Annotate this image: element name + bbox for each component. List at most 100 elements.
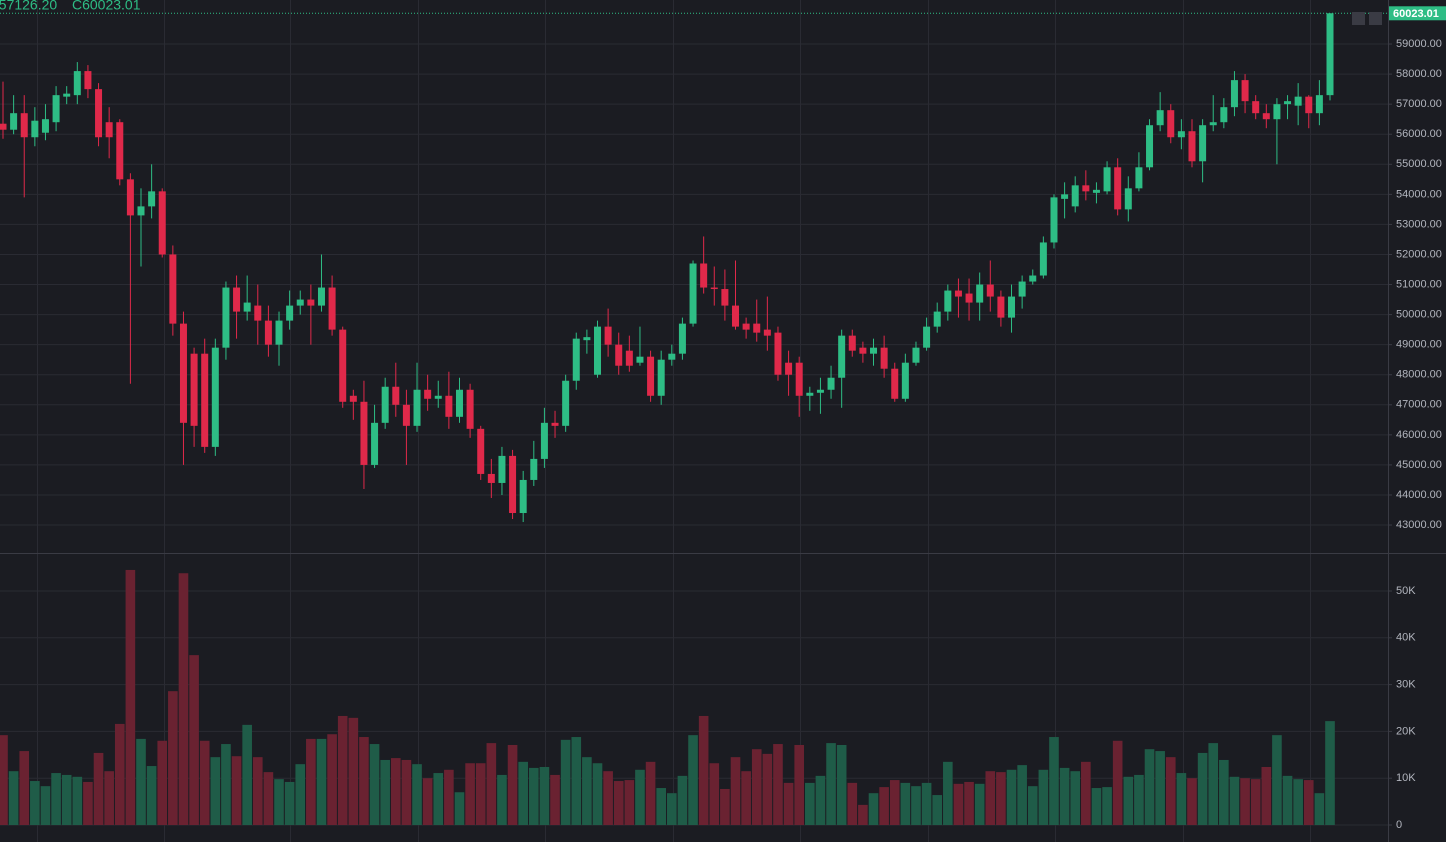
candle-body <box>1262 113 1270 120</box>
volume-bar <box>996 772 1006 826</box>
legend-low: L57126.20 <box>0 0 57 13</box>
y-tick-label: 47000.00 <box>1396 399 1442 411</box>
candle-body <box>381 386 389 423</box>
candle-body <box>20 113 28 138</box>
volume-bar <box>900 782 911 826</box>
volume-bar <box>454 792 465 826</box>
candle-body <box>1103 167 1111 192</box>
volume-bar <box>783 782 794 826</box>
candle-body <box>710 287 718 290</box>
candle-body <box>73 71 81 96</box>
candle-body <box>211 347 219 447</box>
volume-bar <box>794 744 805 826</box>
volume-bar <box>1303 780 1314 826</box>
y-tick-label: 30K <box>1396 679 1416 691</box>
candle-body <box>148 191 156 207</box>
volume-bar <box>284 781 295 826</box>
candle-body <box>678 323 686 354</box>
volume-bar <box>401 759 412 826</box>
y-tick-label: 57000.00 <box>1396 98 1442 110</box>
volume-bar <box>380 759 390 826</box>
candle-body <box>392 386 400 405</box>
y-tick-label: 56000.00 <box>1396 128 1442 140</box>
candle-body <box>137 206 145 216</box>
candle-body <box>583 337 591 341</box>
volume-bar <box>1134 774 1144 826</box>
volume-bar <box>667 793 677 826</box>
volume-bar <box>624 780 635 826</box>
candle-body <box>222 287 230 348</box>
candle-body <box>487 473 495 483</box>
candle-body <box>296 299 304 306</box>
volume-bar <box>369 744 380 826</box>
volume-bar <box>592 763 603 826</box>
pane-button[interactable] <box>1369 12 1382 25</box>
candle-body <box>286 305 294 321</box>
y-tick-label: 53000.00 <box>1396 218 1442 230</box>
candle-body <box>158 191 166 255</box>
candle-body <box>0 123 7 130</box>
volume-bar <box>1081 761 1091 826</box>
candle-body <box>562 380 570 426</box>
y-tick-label: 43000.00 <box>1396 519 1442 531</box>
volume-bar <box>168 691 178 826</box>
candle-body <box>1114 167 1122 210</box>
volume-bar <box>1187 778 1197 826</box>
candle-body <box>944 290 952 312</box>
volume-bar <box>1325 721 1335 826</box>
candle-body <box>1050 197 1058 243</box>
volume-bar <box>1282 775 1293 826</box>
volume-bar <box>444 769 454 826</box>
candle-body <box>530 458 538 480</box>
volume-bar <box>1314 793 1325 826</box>
candle-body <box>615 344 623 366</box>
candle-body <box>307 299 315 306</box>
candle-body <box>84 71 92 90</box>
candle-body <box>1008 296 1016 318</box>
candle-body <box>976 284 984 303</box>
volume-bar <box>306 738 316 826</box>
candle-body <box>1135 167 1143 189</box>
candle-body <box>933 311 941 327</box>
volume-bar <box>274 779 284 826</box>
candle-body <box>774 332 782 375</box>
candle-body <box>1167 110 1175 138</box>
candle-body <box>880 347 888 369</box>
volume-bar <box>1261 766 1272 826</box>
candle-body <box>1326 13 1334 96</box>
volume-bar <box>1197 752 1208 826</box>
candle-body <box>509 455 517 514</box>
volume-bar <box>475 763 486 826</box>
volume-bar <box>656 788 666 826</box>
candle-body <box>1252 101 1260 114</box>
candle-body <box>647 356 655 396</box>
volume-bar <box>114 723 125 826</box>
volume-bar <box>327 734 337 826</box>
candle-body <box>201 353 209 447</box>
candle-body <box>190 353 198 426</box>
volume-bar <box>889 780 900 826</box>
volume-bar <box>1027 786 1038 826</box>
volume-bar <box>146 766 157 826</box>
volume-bar <box>1272 735 1282 826</box>
volume-bar <box>316 738 327 826</box>
volume-bar <box>348 717 359 826</box>
last-price-label: 60023.01 <box>1393 8 1439 20</box>
pane-button[interactable] <box>1352 12 1365 25</box>
legend-close: C60023.01 <box>72 0 141 13</box>
volume-bar <box>30 781 40 826</box>
volume-bar <box>507 744 518 826</box>
candle-body <box>923 326 931 348</box>
volume-bar <box>868 793 879 826</box>
y-tick-label: 48000.00 <box>1396 369 1442 381</box>
candle-body <box>1209 122 1217 126</box>
volume-bar <box>390 758 401 826</box>
volume-bar <box>847 782 858 826</box>
y-tick-label: 52000.00 <box>1396 248 1442 260</box>
candle-body <box>328 287 336 330</box>
candle-body <box>1188 131 1196 162</box>
candle-body <box>169 254 177 324</box>
volume-bar <box>741 771 751 826</box>
candle-body <box>636 356 644 363</box>
volume-bar <box>51 773 61 826</box>
